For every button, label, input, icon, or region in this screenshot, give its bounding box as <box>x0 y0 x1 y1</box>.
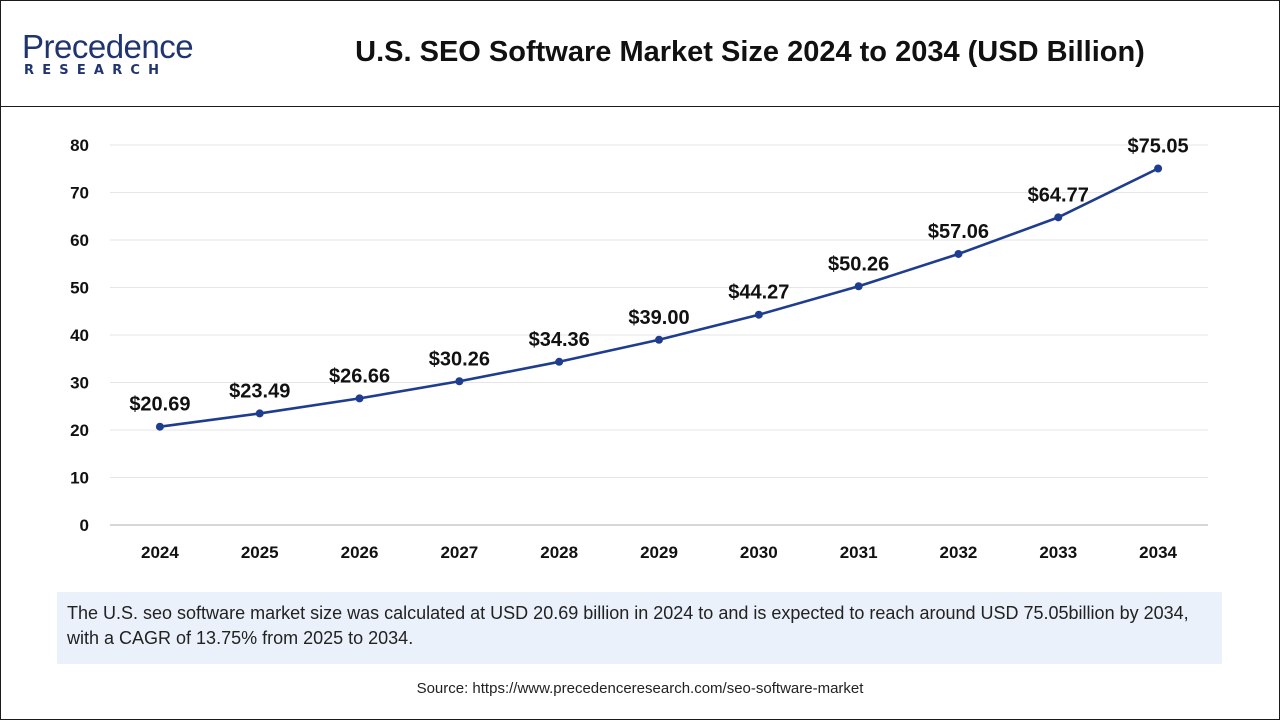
y-tick-label: 80 <box>70 136 89 155</box>
source-note: Source: https://www.precedenceresearch.c… <box>416 680 864 697</box>
y-tick-label: 60 <box>70 231 89 250</box>
data-point <box>854 282 863 291</box>
x-tick-label: 2024 <box>141 543 179 562</box>
y-tick-label: 50 <box>70 279 89 298</box>
data-point <box>655 335 663 344</box>
y-tick-label: 20 <box>70 421 89 440</box>
data-label: $75.05 <box>1128 136 1189 158</box>
x-tick-label: 2031 <box>840 543 878 562</box>
data-point <box>455 377 464 386</box>
series <box>155 164 1163 431</box>
data-label: $39.00 <box>628 307 689 329</box>
precedence-research-logo: Precedence RESEARCH <box>22 30 212 82</box>
series-line <box>159 167 1159 429</box>
data-point <box>954 249 963 258</box>
summary-box: The U.S. seo software market size was ca… <box>57 592 1222 664</box>
data-point <box>555 357 564 366</box>
data-label: $50.26 <box>828 253 889 275</box>
y-tick-label: 10 <box>70 469 89 488</box>
data-label: $23.49 <box>229 380 290 402</box>
y-tick-label: 70 <box>70 184 89 203</box>
logo-wordmark: Precedence <box>22 28 194 65</box>
data-point <box>155 422 164 431</box>
y-axis: 0 10 20 30 40 50 60 70 80 <box>70 136 89 535</box>
x-tick-label: 2028 <box>540 543 578 562</box>
x-tick-label: 2034 <box>1139 543 1177 562</box>
x-tick-label: 2025 <box>241 543 279 562</box>
data-point <box>1154 164 1163 173</box>
data-label: $34.36 <box>529 329 590 351</box>
data-label: $64.77 <box>1028 184 1089 206</box>
x-tick-label: 2030 <box>740 543 778 562</box>
data-label: $44.27 <box>728 282 789 304</box>
gridlines <box>110 144 1208 478</box>
data-label: $57.06 <box>928 221 989 243</box>
data-point <box>355 394 364 403</box>
data-label: $30.26 <box>429 348 490 370</box>
y-tick-label: 40 <box>70 326 89 345</box>
x-tick-label: 2029 <box>640 543 678 562</box>
summary-text: The U.S. seo software market size was ca… <box>67 603 1189 648</box>
data-label: $26.66 <box>329 365 390 387</box>
y-tick-label: 0 <box>80 516 89 535</box>
y-tick-label: 30 <box>70 374 89 393</box>
data-point <box>255 409 264 418</box>
data-point <box>1054 213 1063 222</box>
header: Precedence RESEARCH U.S. SEO Software Ma… <box>0 0 1280 107</box>
data-point <box>754 310 763 319</box>
x-axis: 2024 2025 2026 2027 2028 2029 2030 2031 2032 2033… <box>110 524 1208 562</box>
x-tick-label: 2032 <box>940 543 978 562</box>
x-tick-label: 2033 <box>1039 543 1077 562</box>
data-labels: $20.69 $23.49 $26.66 $30.26 $34.36 $39.00 $44.… <box>129 136 1188 416</box>
chart-title: U.S. SEO Software Market Size 2024 to 20… <box>355 36 1145 68</box>
x-tick-label: 2026 <box>341 543 379 562</box>
data-label: $20.69 <box>129 394 190 416</box>
x-tick-label: 2027 <box>440 543 478 562</box>
logo-subtitle: RESEARCH <box>24 63 168 78</box>
